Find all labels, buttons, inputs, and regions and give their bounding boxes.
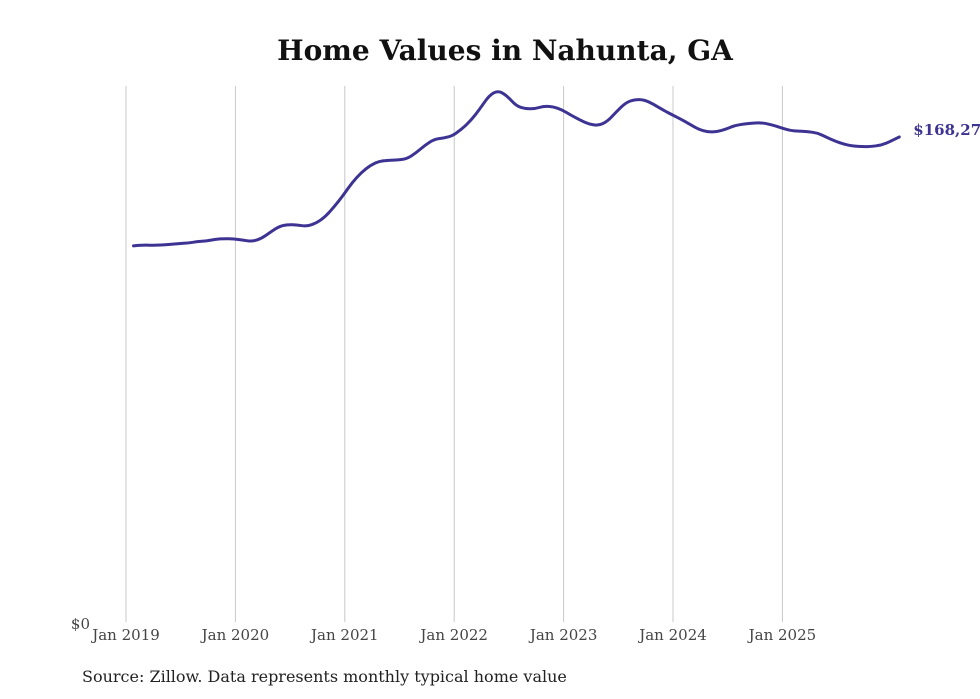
home-value-series-line: [132, 90, 901, 248]
source-note: Source: Zillow. Data represents monthly …: [82, 667, 567, 686]
x-tick-label-jan-2021: Jan 2021: [309, 626, 379, 644]
y-tick-label-zero: $0: [71, 615, 90, 633]
x-tick-label-jan-2024: Jan 2024: [637, 626, 707, 644]
x-tick-label-jan-2023: Jan 2023: [528, 626, 598, 644]
chart-title: Home Values in Nahunta, GA: [277, 34, 734, 67]
x-tick-label-jan-2020: Jan 2020: [200, 626, 270, 644]
x-tick-label-jan-2022: Jan 2022: [418, 626, 488, 644]
grid-lines: [125, 86, 783, 622]
x-tick-label-jan-2019: Jan 2019: [90, 626, 160, 644]
x-axis-ticks: Jan 2019 Jan 2020 Jan 2021 Jan 2022 Jan 2023…: [90, 626, 816, 644]
x-tick-label-jan-2025: Jan 2025: [747, 626, 817, 644]
latest-value-label: $168,274: [913, 121, 980, 139]
